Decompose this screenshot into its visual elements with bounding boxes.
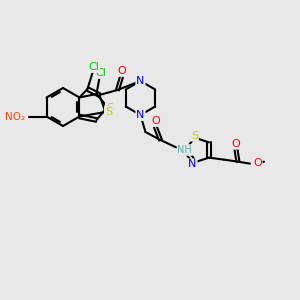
- Text: NO₂: NO₂: [5, 112, 26, 122]
- Text: NH: NH: [178, 145, 192, 155]
- Text: N: N: [136, 110, 145, 120]
- Text: Cl: Cl: [95, 68, 106, 78]
- Text: S: S: [105, 107, 112, 117]
- Text: O: O: [151, 116, 160, 126]
- Text: Cl: Cl: [88, 62, 99, 72]
- Text: O: O: [117, 66, 126, 76]
- Text: O: O: [253, 158, 262, 168]
- Text: S: S: [106, 103, 113, 113]
- Text: O: O: [232, 139, 240, 148]
- Text: N: N: [136, 76, 145, 86]
- Text: N: N: [188, 159, 196, 170]
- Text: S: S: [191, 130, 198, 141]
